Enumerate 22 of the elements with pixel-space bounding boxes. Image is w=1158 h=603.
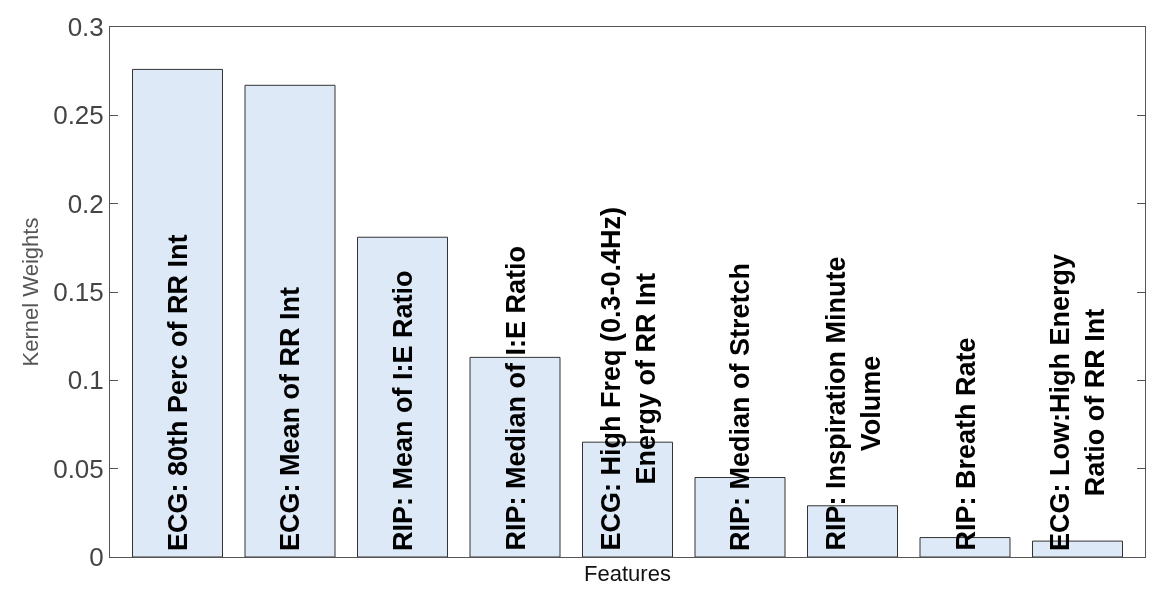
x-axis-title: Features <box>584 560 671 586</box>
y-tick-label: 0 <box>89 542 104 573</box>
x-tick-label: RIP: Inspiration Minute Volume <box>820 256 886 551</box>
x-tick-label: RIP: Median of I:E Ratio <box>500 245 531 551</box>
y-tick-label: 0.25 <box>53 100 104 131</box>
y-tick-label: 0.1 <box>67 365 104 396</box>
y-tick-label: 0.15 <box>53 277 104 308</box>
y-tick-label: 0.2 <box>67 188 104 219</box>
x-tick-label: ECG: High Freq (0.3-0.4Hz) Energy of RR Int <box>595 206 661 551</box>
x-tick-label: ECG: 80th Perc of RR Int <box>163 234 193 551</box>
x-tick-label: RIP: Breath Rate <box>950 337 981 551</box>
x-tick-label: RIP: Mean of I:E Ratio <box>388 270 418 551</box>
bar <box>469 356 561 557</box>
x-tick-label: ECG: Mean of RR Int <box>275 287 305 551</box>
x-tick-label: RIP: Median of Stretch <box>725 262 755 551</box>
y-axis-title: Kernel Weights <box>17 217 43 367</box>
y-tick-label: 0.3 <box>67 12 104 43</box>
bar <box>357 236 448 557</box>
bar <box>244 84 336 557</box>
bar <box>132 68 223 557</box>
x-tick-label: ECG: Low:High Energy Ratio of RR Int <box>1045 254 1111 551</box>
y-tick-label: 0.05 <box>53 453 104 484</box>
